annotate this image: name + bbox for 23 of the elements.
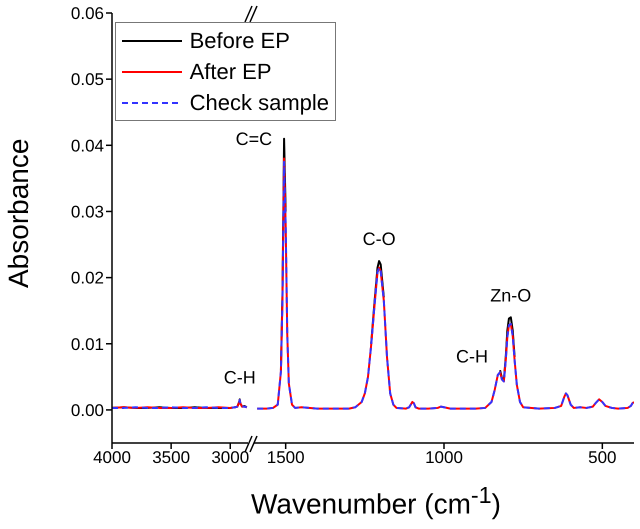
legend-label: After EP [190,58,272,84]
x-axis-title: Wavenumber (cm$^{-1}$) [250,482,502,520]
y-tick-label: 0.00 [70,400,104,420]
x-tick-label: 3000 [211,448,250,468]
annotation: C-H [224,367,256,388]
y-tick-label: 0.06 [70,4,104,24]
y-tick-label: 0.01 [70,334,104,354]
y-tick-label: 0.02 [70,268,104,288]
legend-label: Before EP [190,28,290,54]
annotation: C=C [236,129,272,150]
y-axis-title: Absorbance [2,138,34,288]
annotation: Zn-O [490,285,532,306]
x-tick-label: 1000 [425,448,463,468]
annotation: C-H [456,346,488,367]
annotation: C-O [362,229,396,250]
x-tick-label: 4000 [93,448,131,468]
y-tick-label: 0.04 [70,136,104,156]
legend-label: Check sample [190,90,329,116]
x-tick-label: 3500 [152,448,190,468]
y-tick-label: 0.03 [70,202,104,222]
x-tick-label: 1500 [266,448,305,468]
x-tick-label: 500 [588,448,617,468]
y-tick-label: 0.05 [70,70,104,90]
